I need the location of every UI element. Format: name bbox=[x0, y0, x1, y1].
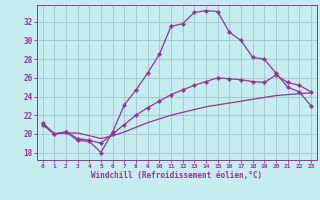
X-axis label: Windchill (Refroidissement éolien,°C): Windchill (Refroidissement éolien,°C) bbox=[91, 171, 262, 180]
